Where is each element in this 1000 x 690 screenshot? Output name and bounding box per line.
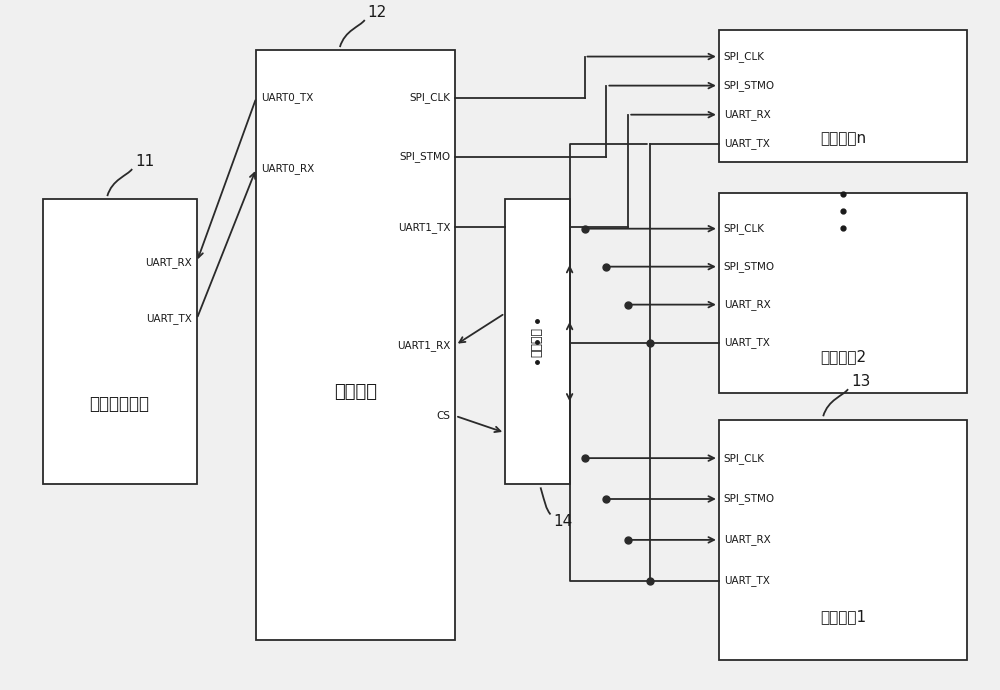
Text: 主控制器: 主控制器 — [334, 383, 377, 402]
Text: 信道选择: 信道选择 — [531, 327, 544, 357]
Text: UART_RX: UART_RX — [724, 109, 770, 120]
Bar — [43, 199, 197, 484]
Text: 子控制全2: 子控制全2 — [820, 349, 866, 364]
Text: UART_TX: UART_TX — [724, 337, 770, 348]
Text: 子控制全1: 子控制全1 — [820, 609, 866, 624]
Text: UART1_RX: UART1_RX — [397, 339, 450, 351]
Text: SPI_STMO: SPI_STMO — [724, 80, 775, 91]
Text: SPI_STMO: SPI_STMO — [724, 493, 775, 504]
Text: UART0_TX: UART0_TX — [261, 92, 314, 103]
Text: UART_RX: UART_RX — [145, 257, 192, 268]
Text: 人机交互界面: 人机交互界面 — [90, 395, 150, 413]
Text: UART_RX: UART_RX — [724, 535, 770, 545]
Text: SPI_CLK: SPI_CLK — [724, 453, 765, 464]
Text: SPI_CLK: SPI_CLK — [724, 51, 765, 62]
Text: UART_RX: UART_RX — [724, 299, 770, 310]
Text: SPI_CLK: SPI_CLK — [724, 224, 765, 234]
Text: UART1_TX: UART1_TX — [398, 221, 450, 233]
Text: CS: CS — [436, 411, 450, 421]
Bar — [256, 50, 455, 640]
Text: UART_TX: UART_TX — [724, 138, 770, 149]
Text: 子控制器n: 子控制器n — [820, 131, 866, 146]
Text: UART_TX: UART_TX — [146, 313, 192, 324]
Bar — [719, 30, 967, 162]
Text: 14: 14 — [553, 515, 573, 529]
Bar — [719, 193, 967, 393]
Text: UART0_RX: UART0_RX — [261, 163, 315, 174]
Text: 13: 13 — [851, 374, 870, 389]
Text: SPI_CLK: SPI_CLK — [409, 92, 450, 103]
Text: SPI_STMO: SPI_STMO — [399, 151, 450, 162]
Text: SPI_STMO: SPI_STMO — [724, 262, 775, 272]
Text: UART_TX: UART_TX — [724, 575, 770, 586]
Text: 12: 12 — [368, 5, 387, 20]
Bar — [505, 199, 570, 484]
Text: 11: 11 — [135, 154, 154, 169]
Bar — [719, 420, 967, 660]
